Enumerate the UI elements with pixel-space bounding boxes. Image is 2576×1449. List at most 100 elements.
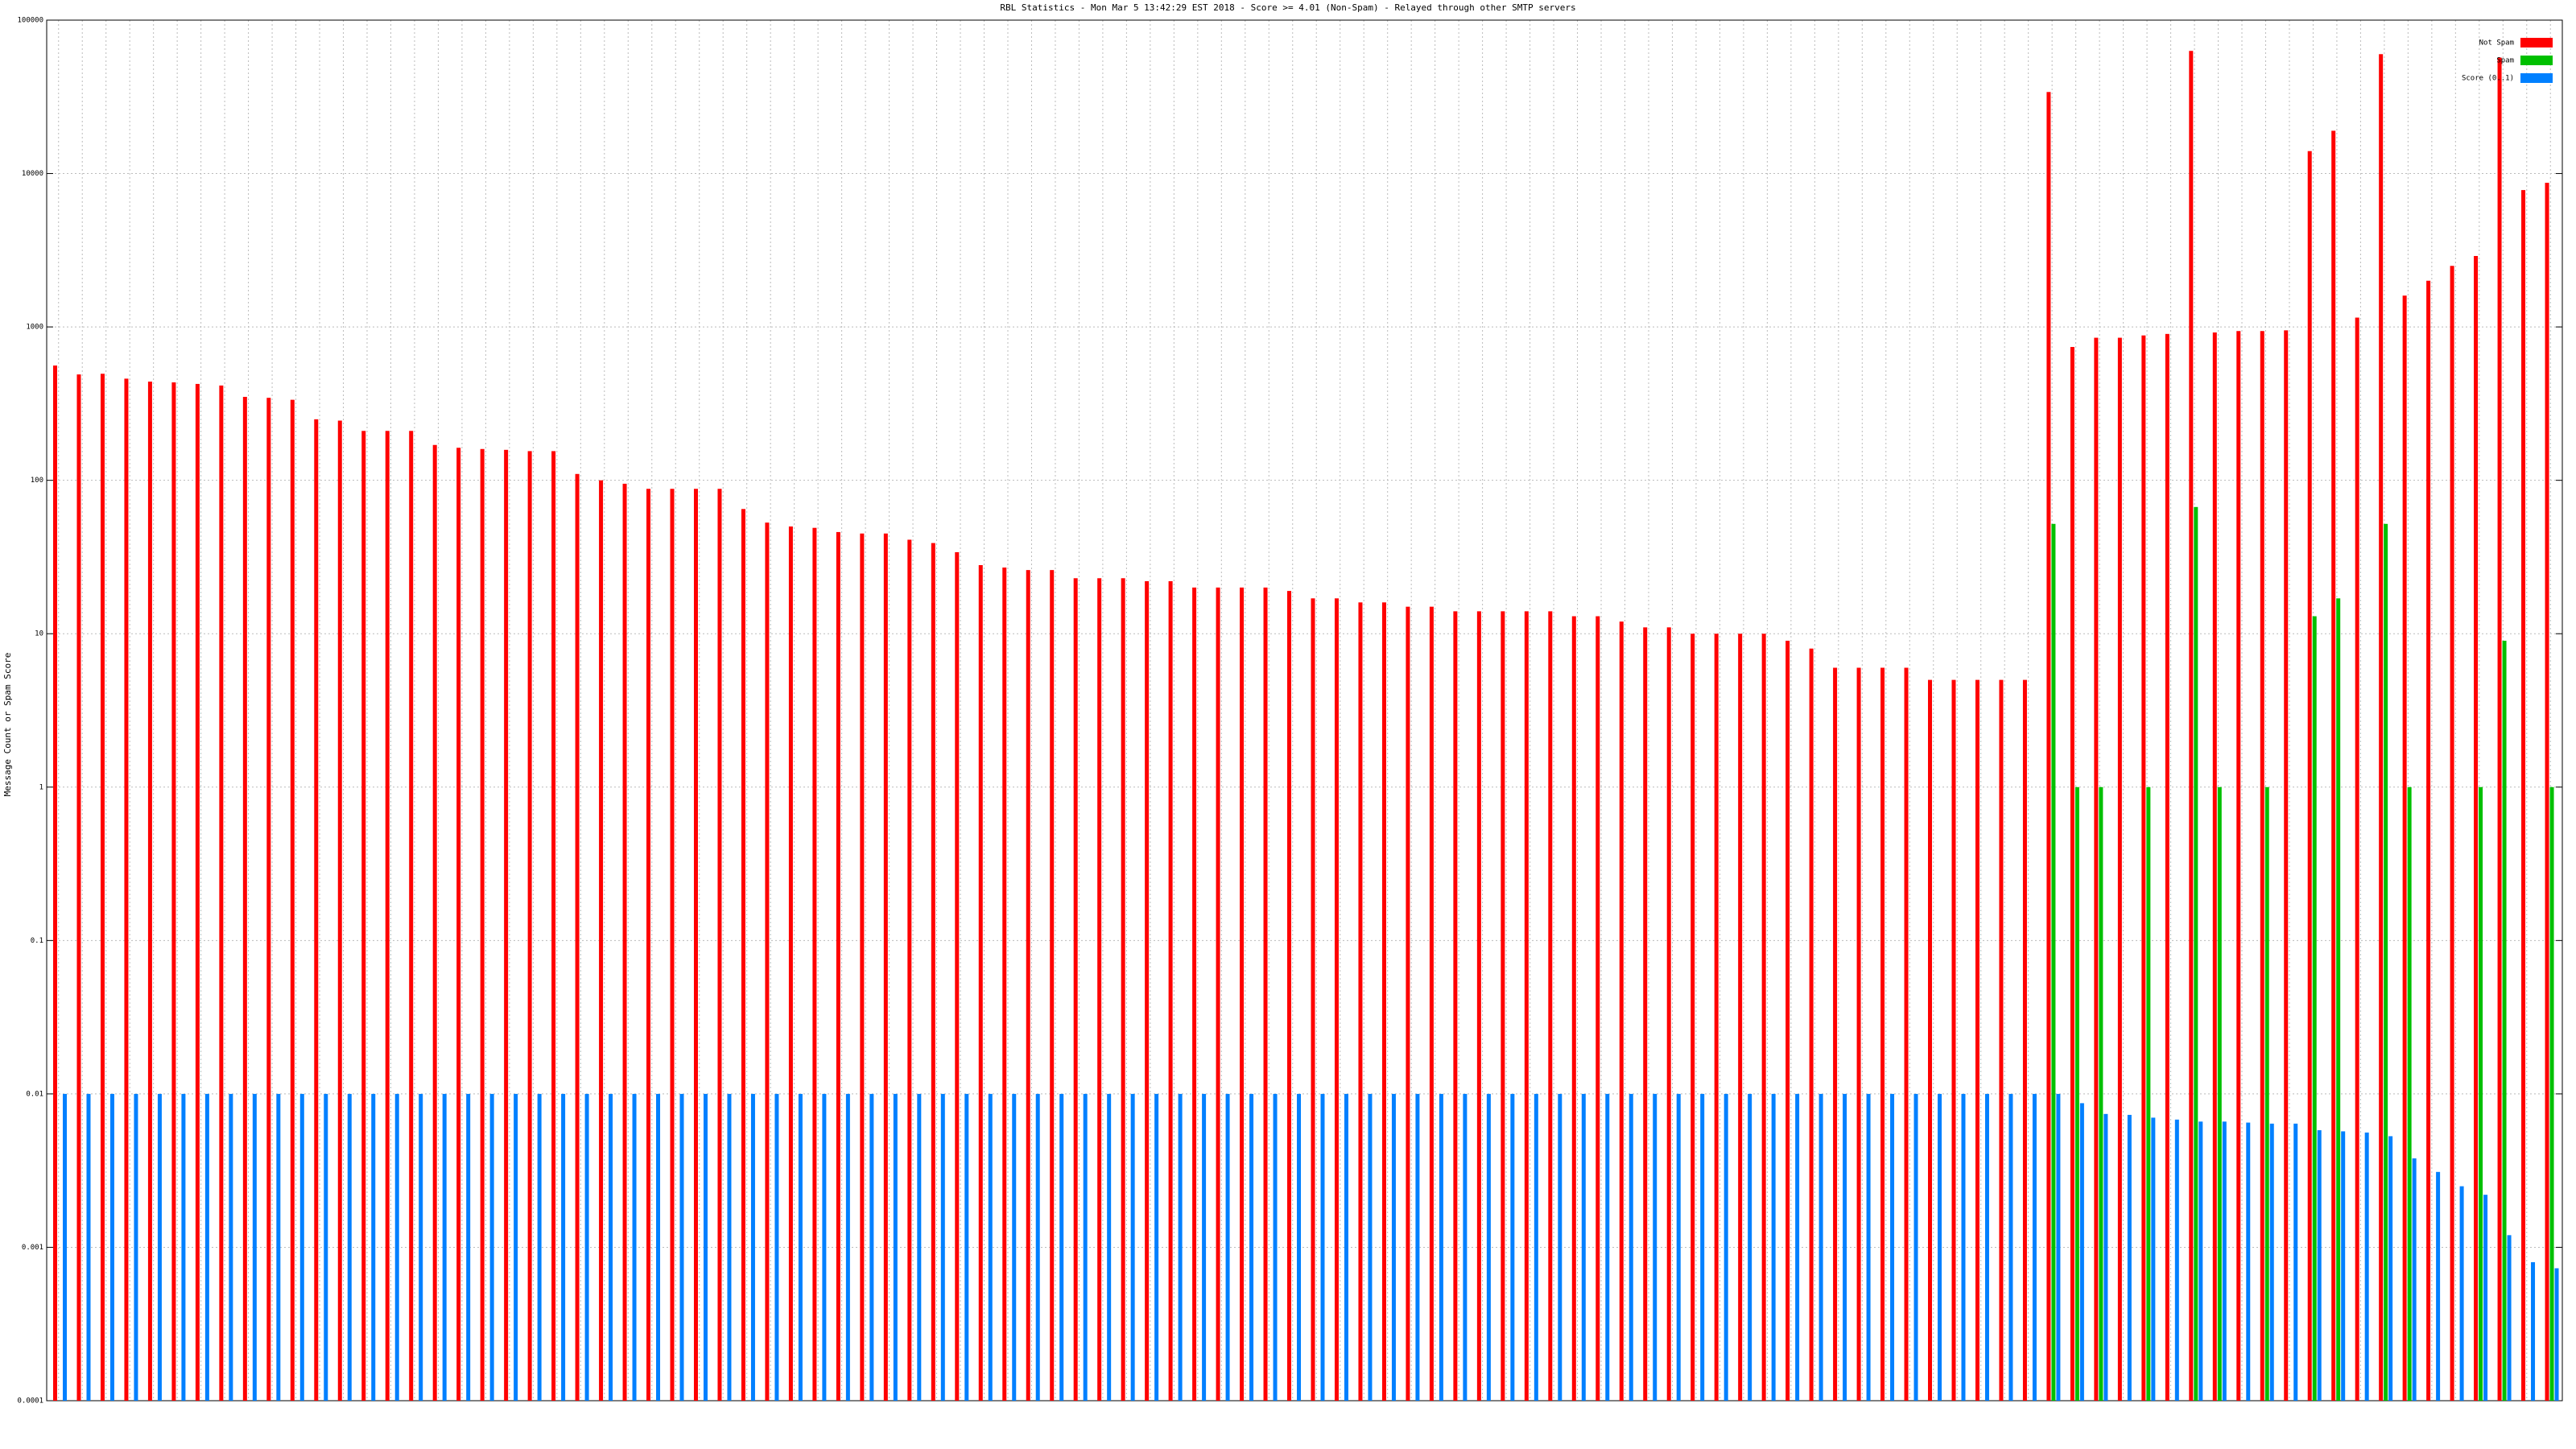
bar bbox=[1984, 1093, 1989, 1401]
legend-label: Spam bbox=[2496, 57, 2514, 65]
bar bbox=[171, 382, 176, 1401]
bar bbox=[299, 1093, 304, 1401]
bar bbox=[2127, 1114, 2132, 1401]
bar bbox=[609, 1093, 613, 1401]
bar bbox=[2341, 1131, 2346, 1401]
y-tick-label: 1000 bbox=[26, 324, 43, 332]
bar bbox=[893, 1093, 898, 1401]
bar bbox=[727, 1093, 732, 1401]
bar bbox=[931, 543, 935, 1401]
bar bbox=[1700, 1093, 1705, 1401]
bar bbox=[988, 1093, 993, 1401]
bar bbox=[1297, 1093, 1302, 1401]
bar bbox=[2056, 1093, 2061, 1401]
bar bbox=[1690, 634, 1695, 1401]
bar bbox=[2217, 786, 2222, 1401]
bar bbox=[442, 1093, 447, 1401]
bar bbox=[480, 448, 485, 1401]
bar bbox=[1833, 667, 1838, 1401]
bar bbox=[2194, 506, 2198, 1401]
bar bbox=[134, 1093, 138, 1401]
bar bbox=[219, 385, 224, 1401]
bar bbox=[1406, 606, 1410, 1401]
bar bbox=[489, 1093, 494, 1401]
bar bbox=[2165, 333, 2169, 1401]
bar bbox=[252, 1093, 257, 1401]
y-tick-label: 10 bbox=[35, 630, 43, 638]
bar bbox=[1581, 1093, 1586, 1401]
bar bbox=[157, 1093, 162, 1401]
bar bbox=[1463, 1093, 1468, 1401]
bar bbox=[1368, 1093, 1373, 1401]
bar bbox=[1571, 616, 1576, 1401]
bar bbox=[361, 431, 366, 1401]
bar bbox=[314, 419, 319, 1402]
bar bbox=[2507, 1235, 2512, 1401]
bar bbox=[1130, 1093, 1135, 1401]
bar bbox=[347, 1093, 352, 1401]
bar bbox=[584, 1093, 589, 1401]
bar bbox=[1429, 606, 1434, 1401]
bar bbox=[883, 533, 888, 1401]
bar bbox=[1391, 1093, 1396, 1401]
bar bbox=[324, 1093, 328, 1401]
bar bbox=[537, 1093, 542, 1401]
bar bbox=[2307, 151, 2312, 1401]
bar bbox=[2545, 183, 2549, 1401]
legend-label: Not Spam bbox=[2479, 39, 2514, 47]
bar bbox=[266, 398, 271, 1401]
bar bbox=[2046, 92, 2051, 1401]
bar bbox=[1961, 1093, 1966, 1401]
bar bbox=[2103, 1113, 2108, 1401]
bar bbox=[527, 451, 532, 1401]
bar bbox=[1415, 1093, 1420, 1401]
legend-swatch bbox=[2520, 73, 2553, 83]
chart-title: RBL Statistics - Mon Mar 5 13:42:29 EST … bbox=[1000, 2, 1575, 13]
bar bbox=[1287, 591, 1292, 1401]
bar bbox=[1524, 611, 1529, 1401]
y-tick-label: 0.0001 bbox=[17, 1397, 43, 1406]
bar bbox=[1999, 679, 2004, 1401]
bar bbox=[2074, 786, 2079, 1401]
bar bbox=[1761, 634, 1766, 1401]
bar bbox=[109, 1093, 114, 1401]
bar bbox=[812, 527, 817, 1401]
bar bbox=[679, 1093, 684, 1401]
bar bbox=[2212, 332, 2217, 1402]
bar bbox=[2531, 1261, 2536, 1401]
bar bbox=[1510, 1093, 1515, 1401]
bar bbox=[2355, 317, 2359, 1401]
bar bbox=[1548, 611, 1553, 1401]
bar bbox=[2497, 57, 2502, 1401]
bar bbox=[869, 1093, 874, 1401]
bar bbox=[646, 489, 651, 1401]
bar bbox=[1534, 1093, 1538, 1401]
y-tick-label: 0.1 bbox=[31, 937, 43, 945]
bar bbox=[2474, 255, 2479, 1402]
bar bbox=[1178, 1093, 1183, 1401]
bar bbox=[2246, 1122, 2251, 1401]
bar bbox=[561, 1093, 566, 1401]
bar bbox=[2099, 786, 2103, 1401]
legend-swatch bbox=[2520, 56, 2553, 65]
bar bbox=[229, 1093, 233, 1401]
bar bbox=[1880, 667, 1885, 1401]
bar bbox=[1748, 1093, 1752, 1401]
bar bbox=[2388, 1136, 2393, 1401]
bar bbox=[1439, 1093, 1443, 1401]
bar bbox=[1975, 679, 1979, 1401]
bar bbox=[1192, 587, 1197, 1401]
bar bbox=[1629, 1093, 1633, 1401]
y-tick-label: 1 bbox=[39, 783, 43, 791]
bar bbox=[860, 533, 865, 1401]
bar bbox=[276, 1093, 281, 1401]
bar bbox=[741, 509, 745, 1401]
bar bbox=[1154, 1093, 1159, 1401]
bar bbox=[2483, 1195, 2488, 1401]
bar bbox=[76, 374, 81, 1401]
bar bbox=[2402, 295, 2407, 1402]
bar bbox=[2502, 640, 2507, 1401]
bar bbox=[1097, 578, 1102, 1401]
bar bbox=[385, 431, 390, 1401]
bar bbox=[466, 1093, 471, 1401]
